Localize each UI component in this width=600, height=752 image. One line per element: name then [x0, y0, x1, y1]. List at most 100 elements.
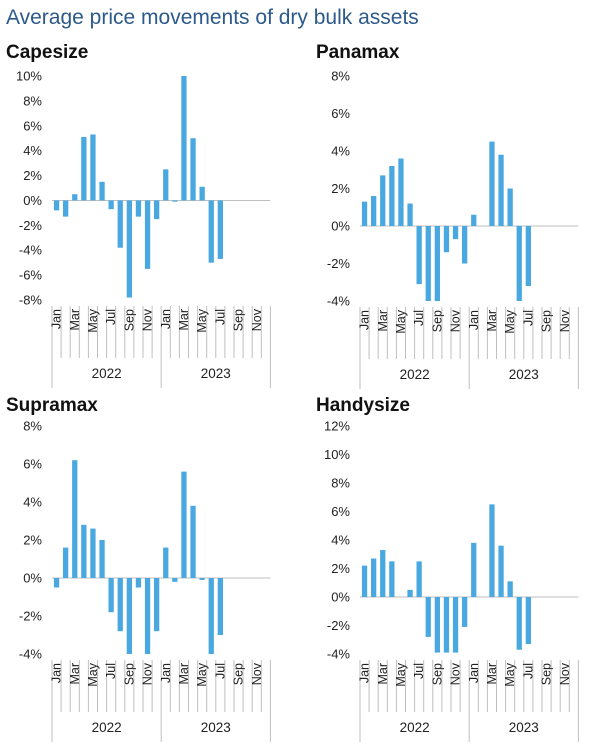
- month-tick-label: May: [394, 662, 408, 686]
- y-tick-label: -4%: [19, 243, 43, 258]
- y-tick-label: 4%: [331, 533, 350, 548]
- y-tick-label: 8%: [23, 93, 42, 108]
- bar: [99, 181, 105, 201]
- bar: [135, 200, 142, 217]
- bar: [108, 200, 114, 210]
- bar: [181, 76, 187, 201]
- bar: [425, 226, 431, 301]
- y-tick-label: 2%: [23, 168, 42, 183]
- bar: [389, 561, 395, 597]
- bar: [126, 578, 132, 654]
- y-tick-label: 0%: [331, 590, 350, 605]
- y-tick-label: 4%: [23, 495, 42, 510]
- y-tick-label: 2%: [331, 561, 350, 576]
- month-tick-label: Mar: [376, 310, 390, 332]
- bar: [154, 200, 160, 220]
- panamax-chart: -4% -2% 0% 2% 4% 6% 8% Jan Mar May Jul Sep Nov Jan Mar…: [327, 69, 579, 389]
- bar: [126, 200, 132, 298]
- panel-title-handysize: Handysize: [316, 395, 410, 416]
- y-tick-label: -4%: [327, 647, 351, 662]
- bar: [217, 578, 223, 635]
- y-tick-label: 8%: [331, 476, 350, 491]
- bar: [117, 200, 123, 248]
- month-tick-label: Sep: [430, 310, 444, 332]
- bar: [72, 194, 78, 201]
- bar: [172, 200, 178, 202]
- y-tick-label: 0%: [23, 193, 42, 208]
- capesize-chart: -8% -6% -4% -2% 0% 2% 4% 6% 8% 10% Jan Mar May Jul Sep…: [16, 69, 271, 388]
- bar: [525, 597, 531, 645]
- month-tick-label: Jul: [213, 309, 227, 325]
- y-tick-label: 0%: [331, 219, 350, 234]
- bar: [199, 578, 205, 580]
- month-tick-label: May: [195, 308, 209, 332]
- year-label: 2022: [92, 366, 122, 381]
- y-tick-label: 10%: [324, 447, 350, 462]
- month-tick-label: Mar: [376, 663, 390, 685]
- bar: [371, 558, 377, 597]
- month-tick-label: Nov: [449, 662, 463, 685]
- month-tick-label: Jan: [50, 309, 64, 329]
- bar: [443, 597, 450, 653]
- bar: [507, 581, 513, 597]
- y-tick-label: 4%: [23, 143, 42, 158]
- bar: [154, 578, 160, 632]
- month-tick-label: May: [503, 662, 517, 686]
- bar: [90, 134, 96, 201]
- bar: [425, 597, 431, 637]
- bar: [63, 547, 69, 578]
- month-tick-label: Jan: [159, 309, 173, 329]
- month-tick-label: Jan: [467, 310, 481, 330]
- month-tick-label: Jul: [412, 310, 426, 326]
- month-tick-label: Jul: [521, 310, 535, 326]
- month-tick-label: May: [503, 309, 517, 333]
- month-tick-label: Nov: [558, 309, 572, 332]
- bar: [190, 505, 196, 578]
- y-tick-label: -2%: [327, 256, 351, 271]
- bar: [462, 597, 468, 627]
- bar: [163, 169, 169, 201]
- bar: [452, 597, 459, 653]
- month-tick-label: Jan: [358, 310, 372, 330]
- bar: [416, 226, 422, 285]
- bar: [462, 226, 468, 264]
- y-tick-label: -8%: [19, 293, 43, 308]
- month-tick-label: May: [86, 308, 100, 332]
- page-title: Average price movements of dry bulk asse…: [6, 6, 419, 29]
- month-tick-label: Jul: [213, 663, 227, 679]
- bar: [208, 578, 214, 654]
- month-tick-label: Nov: [141, 662, 155, 685]
- y-tick-label: 8%: [23, 419, 42, 434]
- year-label: 2023: [201, 720, 231, 735]
- bar: [181, 471, 187, 578]
- month-tick-label: Nov: [141, 308, 155, 331]
- year-label: 2022: [400, 720, 430, 735]
- y-tick-label: 2%: [331, 181, 350, 196]
- y-tick-label: 8%: [331, 69, 350, 84]
- bar: [452, 226, 459, 240]
- bar: [516, 226, 522, 301]
- month-tick-label: May: [394, 309, 408, 333]
- y-tick-label: -2%: [19, 218, 43, 233]
- month-tick-label: Sep: [540, 663, 554, 685]
- month-tick-label: Nov: [449, 309, 463, 332]
- month-tick-label: Jan: [467, 663, 481, 683]
- bar: [190, 138, 196, 201]
- month-tick-label: Mar: [177, 663, 191, 685]
- month-tick-label: Jan: [159, 663, 173, 683]
- bar: [99, 540, 105, 578]
- y-tick-label: -6%: [19, 268, 43, 283]
- bar: [507, 188, 513, 226]
- handysize-chart: -4% -2% 0% 2% 4% 6% 8% 10% 12% Jan Mar May Jul Sep Nov…: [324, 419, 579, 742]
- y-tick-label: -2%: [19, 609, 43, 624]
- bar: [434, 226, 440, 301]
- y-tick-label: 0%: [23, 571, 42, 586]
- month-tick-label: Nov: [250, 662, 264, 685]
- month-tick-label: Jul: [104, 663, 118, 679]
- year-label: 2023: [201, 366, 231, 381]
- bar: [144, 200, 151, 269]
- bar: [434, 597, 440, 653]
- bar: [471, 542, 477, 597]
- month-tick-label: May: [86, 662, 100, 686]
- bar: [199, 186, 205, 201]
